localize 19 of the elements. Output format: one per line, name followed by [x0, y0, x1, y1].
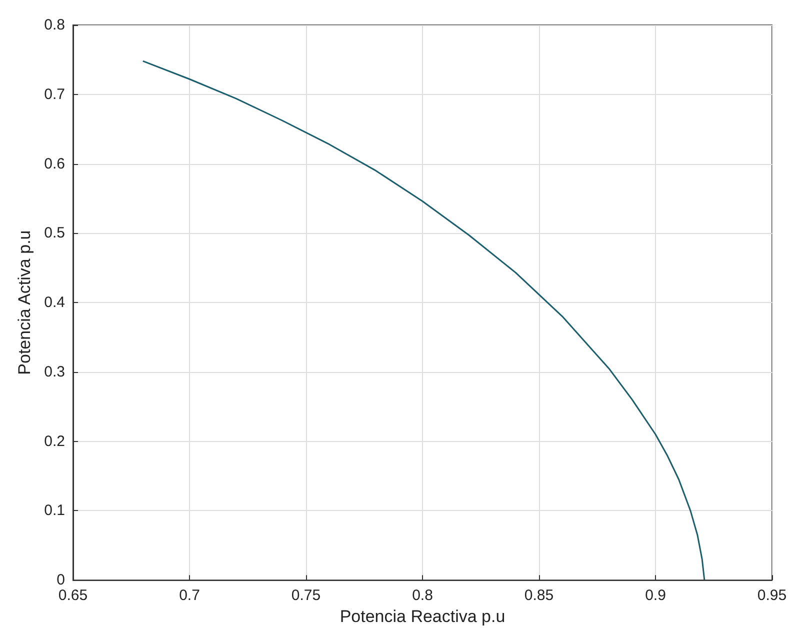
y-tick-label: 0.3	[44, 363, 65, 380]
x-tick-label: 0.75	[291, 587, 321, 604]
x-tick-label: 0.85	[524, 587, 554, 604]
x-axis-title: Potencia Reactiva p.u	[340, 607, 506, 626]
y-tick-label: 0.6	[44, 155, 65, 172]
x-tick-label: 0.7	[179, 587, 200, 604]
y-axis-title: Potencia Activa p.u	[15, 230, 34, 375]
y-tick-label: 0.7	[44, 86, 65, 103]
x-tick-label: 0.65	[58, 587, 88, 604]
y-tick-label: 0.5	[44, 224, 65, 242]
y-tick-label: 0.2	[44, 432, 65, 450]
y-tick-label: 0	[56, 572, 65, 589]
y-tick-label: 0.8	[44, 16, 65, 34]
x-tick-label: 0.9	[645, 587, 666, 604]
y-tick-label: 0.4	[44, 294, 65, 312]
x-tick-label: 0.95	[757, 587, 787, 604]
line-series	[142, 60, 706, 581]
x-tick-label: 0.8	[412, 587, 433, 604]
y-tick-label: 0.1	[44, 502, 65, 520]
